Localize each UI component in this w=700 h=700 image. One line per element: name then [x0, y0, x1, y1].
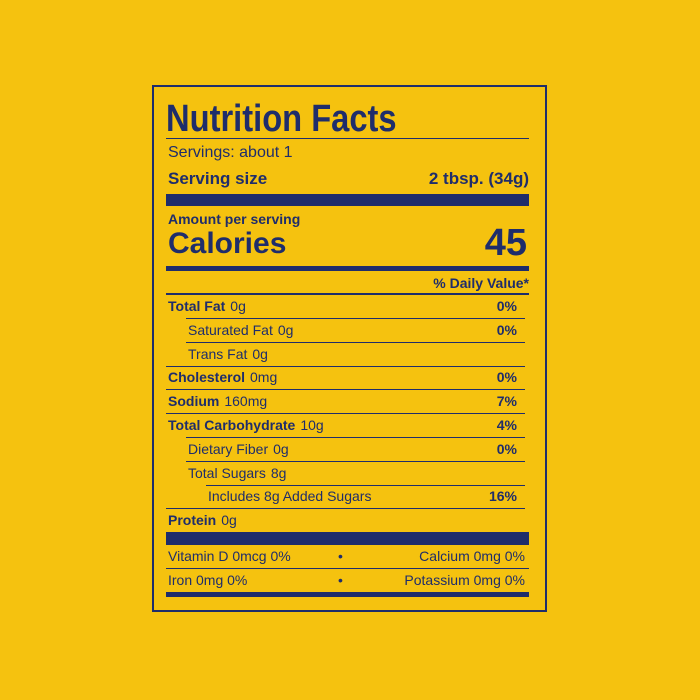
nutrient-name: Saturated Fat	[188, 321, 273, 338]
nutrient-row: Includes 8g Added Sugars	[208, 489, 371, 503]
daily-value: 0%	[496, 298, 517, 314]
nutrient-row: Trans Fat 0g	[188, 347, 268, 361]
nutrient-amount: 160mg	[224, 393, 268, 410]
serving-size-label: Serving size	[168, 169, 268, 188]
title: Nutrition Facts	[166, 98, 397, 140]
nutrient-name: Total Carbohydrate	[168, 417, 296, 433]
vitamin: Vitamin D 0mcg 0%	[168, 548, 291, 564]
rule	[166, 413, 525, 415]
nutrient-row: Total Sugars 8g	[188, 466, 286, 480]
rule	[166, 293, 529, 295]
bullet: •	[338, 548, 343, 564]
rule	[166, 365, 525, 367]
vitamin: Iron 0mg 0%	[168, 572, 248, 588]
nutrient-row: Total Fat 0g	[168, 299, 246, 313]
calories-value: 45	[484, 222, 527, 264]
daily-value: 7%	[496, 393, 517, 410]
bullet: •	[338, 572, 343, 588]
rule	[186, 341, 525, 343]
nutrient-amount: 0g	[277, 321, 294, 338]
thick-bar	[166, 532, 529, 545]
label-border	[152, 85, 547, 612]
daily-value: 0%	[496, 321, 517, 338]
thick-bar	[166, 194, 529, 206]
nutrient-name: Dietary Fiber	[188, 440, 269, 457]
nutrient-row: Total Carbohydrate 10g	[168, 418, 324, 432]
rule	[166, 138, 529, 139]
thick-bar	[166, 266, 529, 271]
amount-per-serving: Amount per serving	[168, 211, 301, 227]
nutrient-name: Protein	[168, 512, 217, 529]
servings: Servings: about 1	[168, 144, 293, 161]
nutrient-row: Saturated Fat 0g	[188, 323, 293, 337]
nutrient-row: Dietary Fiber 0g	[188, 442, 289, 456]
nutrient-amount: 10g	[300, 417, 324, 433]
nutrient-amount: 0g	[221, 512, 237, 529]
rule	[186, 460, 525, 462]
daily-value-header: % Daily Value*	[433, 275, 529, 291]
nutrient-row: Sodium 160mg	[168, 394, 267, 408]
nutrient-amount: 0g	[230, 298, 246, 314]
nutrient-amount: 0g	[273, 440, 289, 457]
daily-value: 4%	[496, 417, 517, 433]
nutrient-name: Total Fat	[168, 298, 226, 314]
nutrient-name: Trans Fat	[188, 345, 248, 362]
daily-value: 16%	[488, 488, 517, 505]
rule	[206, 484, 525, 486]
nutrient-amount: 0g	[252, 345, 268, 362]
nutrient-amount: 0mg	[250, 369, 278, 386]
daily-value: 0%	[496, 369, 517, 386]
vitamin: Calcium 0mg 0%	[419, 548, 525, 564]
serving-size-value: 2 tbsp. (34g)	[428, 169, 529, 188]
rule	[166, 508, 525, 510]
nutrient-row: Protein 0g	[168, 513, 237, 527]
calories-label: Calories	[168, 227, 287, 260]
nutrient-name: Total Sugars	[188, 464, 266, 481]
rule	[186, 318, 525, 319]
rule	[166, 568, 529, 569]
nutrient-row: Cholesterol 0mg	[168, 370, 277, 384]
nutrient-name: Includes 8g Added Sugars	[208, 488, 372, 505]
vitamin: Potassium 0mg 0%	[404, 572, 525, 588]
rule	[166, 389, 525, 391]
nutrient-amount: 8g	[270, 464, 287, 481]
nutrient-name: Sodium	[168, 393, 220, 410]
rule	[186, 437, 525, 438]
nutrient-name: Cholesterol	[168, 369, 246, 386]
daily-value: 0%	[496, 440, 517, 457]
thick-bar	[166, 592, 529, 597]
